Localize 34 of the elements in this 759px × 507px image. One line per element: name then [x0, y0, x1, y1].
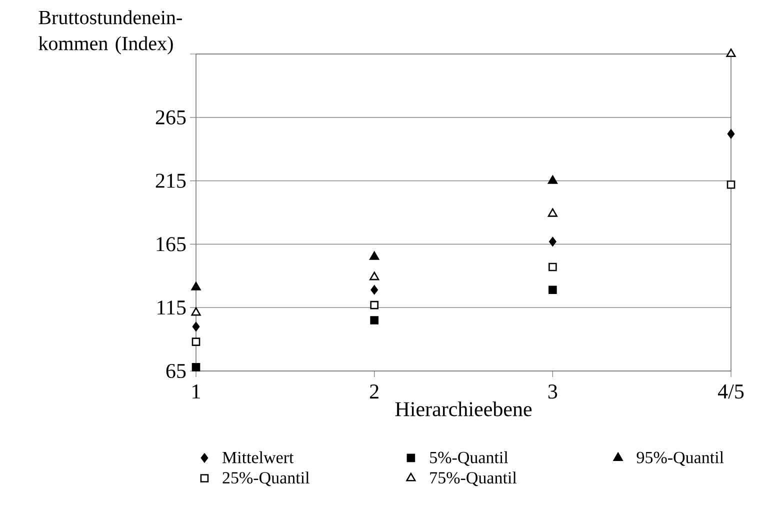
- point: [549, 237, 556, 246]
- y-axis-title: Bruttostundenein-kommen (Index): [38, 10, 182, 54]
- point: [370, 300, 378, 310]
- point: [370, 285, 378, 294]
- point: [370, 251, 380, 260]
- y-tick-label: 115: [158, 300, 186, 315]
- x-tick-label: 2: [370, 384, 378, 398]
- point: [726, 48, 736, 58]
- point: [548, 208, 558, 217]
- legend-label: Mittelwert: [222, 451, 294, 464]
- x-tick-label: 1: [192, 384, 200, 398]
- point: [370, 272, 380, 280]
- point: [191, 282, 201, 290]
- point: [548, 286, 557, 294]
- x-axis-title: Hierarchieebene: [395, 402, 532, 416]
- y-tick-label: 65: [166, 364, 186, 378]
- point: [726, 180, 736, 189]
- point: [192, 363, 200, 372]
- y-tick-label: 215: [156, 174, 186, 188]
- y-tick-label: 265: [156, 110, 186, 124]
- point: [192, 322, 200, 332]
- x-tick-label: 3: [548, 384, 558, 399]
- legend-label: 95%-Quantil: [636, 451, 724, 466]
- x-tick-label: 4/5: [718, 384, 744, 399]
- legend-label: 25%-Quantil: [222, 472, 310, 486]
- point: [370, 316, 378, 324]
- point: [192, 338, 200, 346]
- point: [548, 175, 558, 184]
- legend-label: 75%-Quantil: [430, 472, 517, 486]
- point: [727, 129, 735, 139]
- y-tick-label: 165: [156, 237, 186, 252]
- point: [191, 307, 201, 316]
- point: [548, 262, 557, 272]
- legend-label: 5%-Quantil: [430, 451, 508, 466]
